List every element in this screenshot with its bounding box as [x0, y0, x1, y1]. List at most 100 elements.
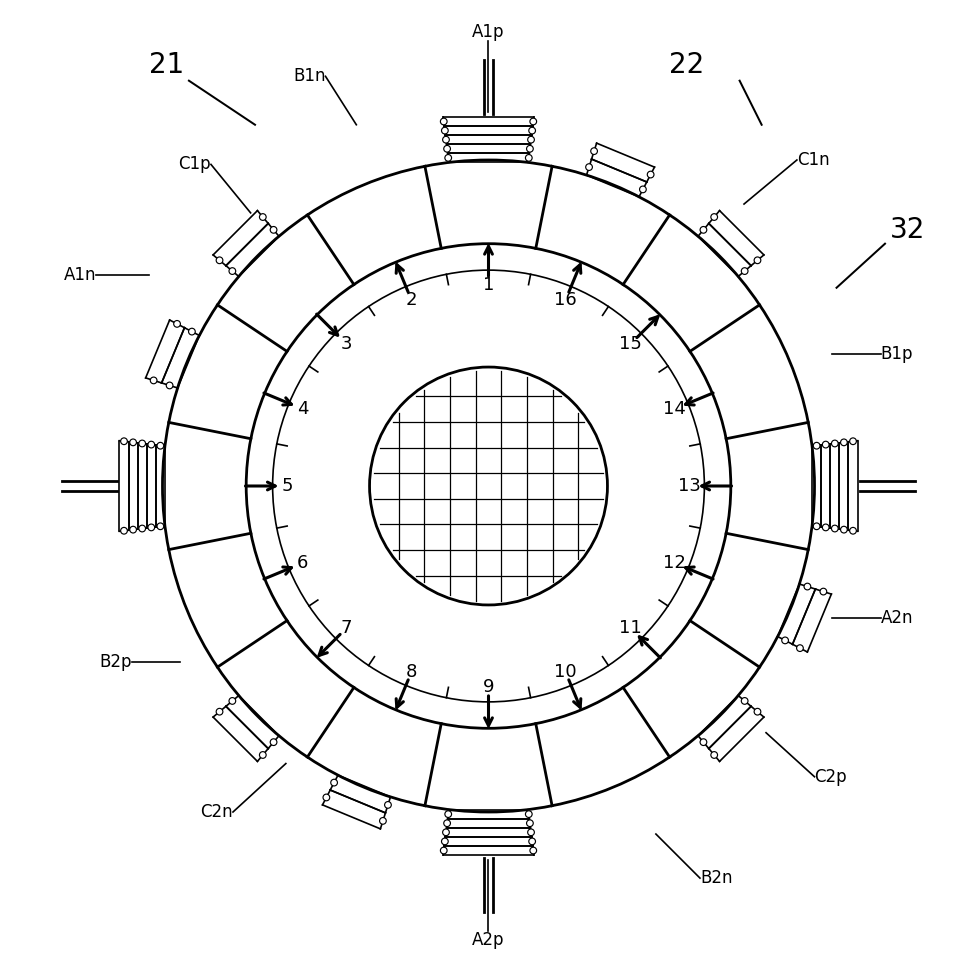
Text: 10: 10 [554, 663, 576, 680]
Circle shape [742, 698, 748, 705]
Circle shape [174, 321, 181, 328]
Text: B2p: B2p [99, 653, 132, 672]
Circle shape [443, 829, 449, 836]
Circle shape [754, 709, 761, 715]
Text: C1n: C1n [797, 151, 829, 169]
Text: C1p: C1p [179, 156, 211, 173]
Circle shape [323, 794, 329, 801]
Circle shape [444, 819, 450, 826]
Circle shape [445, 155, 451, 161]
Circle shape [216, 709, 223, 715]
Text: 5: 5 [281, 477, 293, 495]
Circle shape [527, 146, 533, 153]
Text: 11: 11 [619, 619, 642, 637]
Circle shape [260, 751, 266, 758]
Circle shape [526, 811, 532, 817]
Circle shape [229, 267, 235, 274]
Circle shape [711, 751, 717, 758]
Text: 21: 21 [149, 51, 185, 79]
Circle shape [139, 525, 146, 532]
Circle shape [273, 270, 704, 702]
Circle shape [529, 838, 535, 845]
Text: 2: 2 [405, 292, 417, 309]
Circle shape [711, 214, 717, 221]
Circle shape [796, 644, 803, 651]
Circle shape [754, 257, 761, 263]
Circle shape [441, 119, 447, 124]
Circle shape [189, 329, 195, 335]
Circle shape [229, 698, 235, 705]
Text: 3: 3 [341, 335, 352, 353]
Text: B2n: B2n [700, 869, 733, 887]
Text: 15: 15 [619, 335, 642, 353]
Circle shape [120, 528, 127, 534]
Text: A1n: A1n [64, 265, 97, 284]
Circle shape [246, 244, 731, 728]
Text: A1p: A1p [472, 23, 505, 41]
Text: 14: 14 [662, 400, 686, 418]
Circle shape [640, 186, 646, 192]
Circle shape [139, 440, 146, 447]
Circle shape [530, 848, 536, 853]
Circle shape [591, 148, 597, 155]
Circle shape [442, 838, 448, 845]
Text: 12: 12 [662, 554, 686, 572]
Text: A2n: A2n [880, 609, 913, 627]
Circle shape [527, 819, 533, 826]
Circle shape [823, 524, 829, 531]
Circle shape [148, 524, 154, 531]
Circle shape [529, 127, 535, 134]
Circle shape [823, 441, 829, 448]
Text: 22: 22 [669, 51, 704, 79]
Circle shape [530, 119, 536, 124]
Circle shape [157, 523, 164, 530]
Circle shape [850, 438, 857, 444]
Circle shape [166, 382, 173, 389]
Text: 16: 16 [554, 292, 576, 309]
Circle shape [369, 367, 608, 605]
Circle shape [162, 160, 815, 812]
Text: 9: 9 [483, 677, 494, 696]
Text: A2p: A2p [472, 931, 505, 949]
Circle shape [130, 526, 137, 533]
Circle shape [157, 442, 164, 449]
Circle shape [148, 441, 154, 448]
Circle shape [331, 780, 337, 786]
Text: B1p: B1p [880, 345, 913, 363]
Circle shape [701, 739, 706, 746]
Circle shape [120, 438, 127, 444]
Circle shape [742, 267, 748, 274]
Text: 13: 13 [678, 477, 701, 495]
Circle shape [271, 226, 276, 233]
Text: 4: 4 [297, 400, 309, 418]
Circle shape [831, 525, 838, 532]
Circle shape [380, 817, 386, 824]
Text: 32: 32 [889, 217, 925, 245]
Text: 1: 1 [483, 276, 494, 295]
Circle shape [840, 526, 847, 533]
Circle shape [441, 848, 447, 853]
Circle shape [444, 146, 450, 153]
Circle shape [701, 226, 706, 233]
Circle shape [442, 127, 448, 134]
Circle shape [850, 528, 857, 534]
Circle shape [528, 829, 534, 836]
Text: C2n: C2n [200, 803, 233, 821]
Circle shape [648, 171, 654, 178]
Circle shape [528, 136, 534, 143]
Circle shape [526, 155, 532, 161]
Text: B1n: B1n [293, 67, 325, 86]
Circle shape [443, 136, 449, 143]
Circle shape [216, 257, 223, 263]
Circle shape [385, 802, 392, 809]
Circle shape [813, 523, 820, 530]
Circle shape [804, 583, 811, 590]
Circle shape [831, 440, 838, 447]
Circle shape [813, 442, 820, 449]
Circle shape [260, 214, 266, 221]
Circle shape [840, 439, 847, 446]
Text: 6: 6 [297, 554, 309, 572]
Text: C2p: C2p [815, 768, 847, 785]
Circle shape [150, 377, 157, 384]
Circle shape [271, 739, 276, 746]
